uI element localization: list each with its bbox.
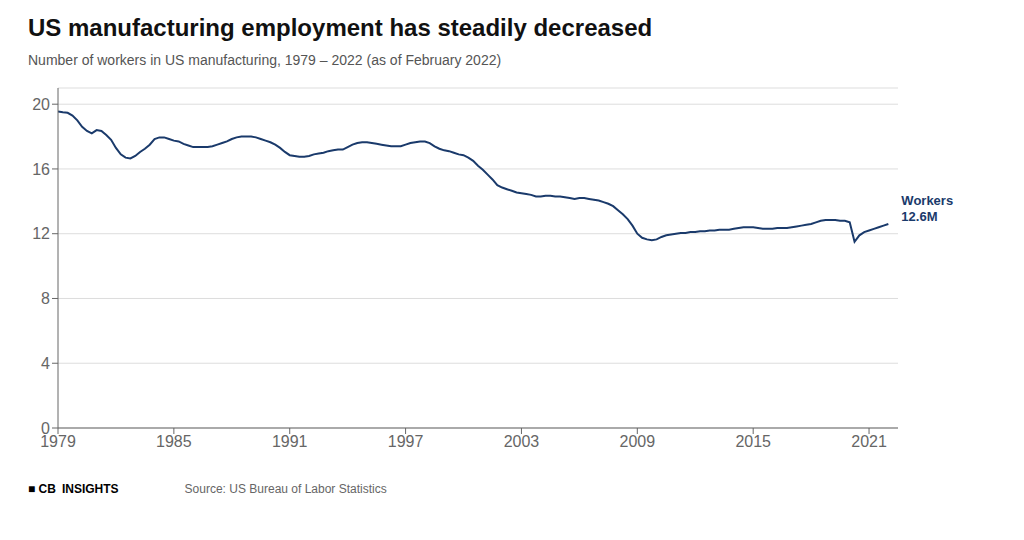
svg-text:2015: 2015 <box>735 433 771 450</box>
svg-text:1979: 1979 <box>40 433 76 451</box>
svg-text:1991: 1991 <box>272 433 308 450</box>
svg-text:20: 20 <box>32 96 50 113</box>
html-text:■ CB: ■ CB <box>28 482 56 496</box>
svg-text:4: 4 <box>41 355 50 372</box>
html-text:Number of workers in US manufa: Number of workers in US manufacturing, 1… <box>28 52 502 68</box>
html-text:INSIGHTS: INSIGHTS <box>61 482 119 496</box>
svg-text:16: 16 <box>32 161 50 178</box>
svg-text:Workers12.6M: Workers12.6M <box>901 193 953 224</box>
svg-text:2021: 2021 <box>851 433 887 450</box>
svg-text:1985: 1985 <box>156 433 192 450</box>
svg-text:8: 8 <box>41 290 50 307</box>
html-text:Source: US Bureau of Labor Sta: Source: US Bureau of Labor Statistics <box>184 482 387 496</box>
svg-text:2009: 2009 <box>620 433 656 450</box>
svg-text:12: 12 <box>32 225 50 242</box>
svg-text:0: 0 <box>41 420 50 437</box>
svg-text:2003: 2003 <box>504 433 540 450</box>
svg-text:1997: 1997 <box>388 433 424 450</box>
html-text:US manufacturing employment ha: US manufacturing employment has steadily… <box>28 14 653 41</box>
